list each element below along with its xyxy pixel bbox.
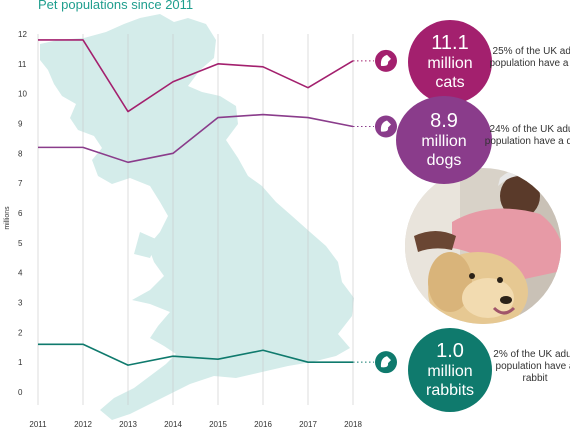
- x-tick-label-2016: 2016: [254, 420, 272, 429]
- y-tick-label-10: 10: [18, 90, 27, 99]
- x-tick-label-2011: 2011: [29, 420, 47, 429]
- cats-unit: million: [427, 55, 473, 72]
- y-tick-label-0: 0: [18, 388, 23, 397]
- cats-series-line: [38, 39, 354, 113]
- y-tick-label-6: 6: [18, 209, 23, 218]
- x-axis: 2011 2012 2013 2014 2015 2016 2017 2018: [29, 420, 362, 429]
- uk-map-silhouette: [40, 14, 354, 420]
- rabbits-number: 1.0: [436, 340, 464, 362]
- dogs-series-line: [38, 113, 354, 164]
- cats-label: cats: [435, 74, 465, 91]
- y-tick-label-2: 2: [18, 328, 23, 337]
- y-tick-label-9: 9: [18, 120, 23, 129]
- y-tick-label-3: 3: [18, 299, 23, 308]
- dogs-note: 24% of the UK adult population have a do…: [484, 124, 570, 147]
- rabbits-callout-circle: 1.0 million rabbits: [408, 328, 492, 412]
- callout-connectors: [353, 49, 397, 374]
- x-tick-label-2013: 2013: [119, 420, 137, 429]
- x-tick-label-2017: 2017: [299, 420, 317, 429]
- y-tick-label-1: 1: [18, 358, 23, 367]
- y-tick-label-12: 12: [18, 30, 27, 39]
- dogs-icon: [375, 115, 397, 138]
- chart-title: Pet populations since 2011: [38, 0, 194, 12]
- rabbits-unit: million: [427, 363, 473, 380]
- grid: [37, 34, 354, 405]
- photo-man-with-dog: [405, 168, 561, 324]
- series-lines: [37, 39, 354, 366]
- cats-note: 25% of the UK adult population have a ca…: [489, 46, 570, 69]
- y-tick-label-5: 5: [18, 239, 23, 248]
- dogs-number: 8.9: [430, 110, 458, 132]
- x-tick-label-2018: 2018: [344, 420, 362, 429]
- cats-icon: [375, 49, 397, 72]
- rabbits-icon: [375, 351, 397, 374]
- x-tick-label-2012: 2012: [74, 420, 92, 429]
- rabbits-series-line: [38, 343, 353, 366]
- cats-number: 11.1: [431, 32, 469, 54]
- rabbits-label: rabbits: [425, 382, 475, 399]
- dogs-unit: million: [421, 133, 467, 150]
- x-tick-label-2014: 2014: [164, 420, 182, 429]
- dogs-callout-circle: 8.9 million dogs: [396, 96, 492, 184]
- y-tick-label-8: 8: [18, 149, 23, 158]
- y-tick-label-11: 11: [18, 60, 27, 69]
- x-tick-label-2015: 2015: [209, 420, 227, 429]
- rabbits-note: 2% of the UK adult population have a rab…: [493, 349, 570, 384]
- y-tick-label-7: 7: [18, 179, 23, 188]
- y-tick-label-4: 4: [18, 269, 23, 278]
- cats-callout-circle: 11.1 million cats: [408, 20, 492, 104]
- dogs-label: dogs: [426, 152, 462, 169]
- y-axis-label: millions: [4, 206, 11, 230]
